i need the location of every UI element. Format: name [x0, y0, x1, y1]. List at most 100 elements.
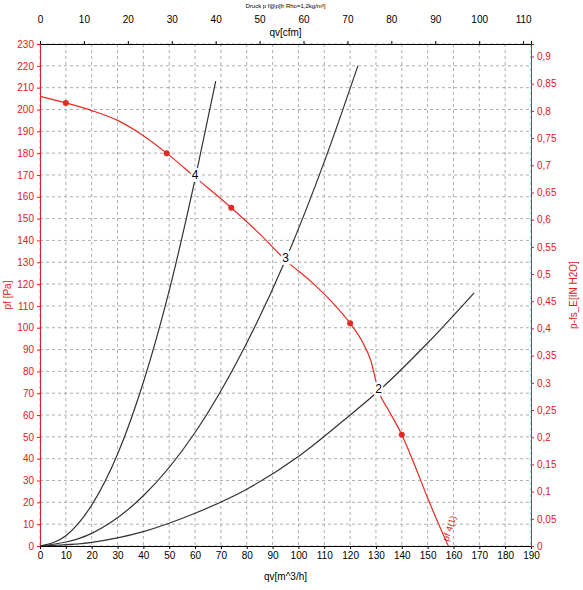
tick: 30: [112, 546, 124, 561]
tick: 60: [190, 546, 202, 561]
tick: 150: [420, 546, 437, 561]
grid-line-y: [40, 502, 531, 503]
tick-label: 140: [394, 550, 411, 561]
grid: [40, 44, 531, 546]
tick-mark: [531, 138, 534, 139]
tick-label: 30: [167, 14, 179, 25]
grid-line-y: [40, 109, 531, 110]
tick-mark: [531, 437, 534, 438]
tick: 70: [342, 14, 354, 44]
plot-root: 0102030405060708090100110120130140150160…: [17, 14, 557, 561]
tick: 0: [38, 546, 44, 561]
axis-line: [41, 41, 532, 45]
tick: 30: [167, 14, 179, 44]
tick-mark: [531, 111, 534, 112]
tick-label: 70: [342, 14, 354, 25]
grid-line-x: [298, 44, 299, 546]
tick: 10: [23, 519, 40, 530]
curve: [40, 66, 358, 546]
tick-label: 190: [17, 126, 34, 137]
tick-label: 0,5: [537, 269, 551, 280]
curve-label: pf 4(1): [441, 514, 459, 542]
tick-label: 0,85: [537, 78, 557, 89]
tick: 130: [368, 546, 385, 561]
tick-mark: [376, 546, 377, 549]
point-label: 2: [375, 382, 382, 396]
tick-mark: [216, 41, 217, 44]
annotations: 432pf 4(1): [191, 168, 459, 542]
tick-mark: [37, 219, 40, 220]
tick: 150: [17, 213, 40, 224]
chart: 0102030405060708090100110120130140150160…: [0, 0, 583, 590]
tick: 40: [23, 453, 40, 464]
x-axis-title: qv[m^3/h]: [264, 571, 307, 582]
grid-line-x: [427, 44, 428, 546]
tick-mark: [391, 41, 392, 44]
tick-mark: [118, 546, 119, 549]
tick-mark: [37, 175, 40, 176]
tick-label: 0,9: [537, 51, 551, 62]
tick-mark: [347, 41, 348, 44]
tick: 0,35: [531, 350, 557, 361]
curve: [40, 81, 216, 546]
tick: 80: [386, 14, 398, 44]
tick-mark: [37, 502, 40, 503]
tick-label: 80: [23, 366, 35, 377]
tick-mark: [531, 192, 534, 193]
grid-line-x: [117, 44, 118, 546]
tick-mark: [195, 546, 196, 549]
tick-label: 0,8: [537, 106, 551, 117]
point: [63, 100, 69, 106]
tick-label: 160: [17, 191, 34, 202]
tick-mark: [37, 197, 40, 198]
tick-label: 0,6: [537, 214, 551, 225]
label-patch: [191, 168, 200, 182]
x-axis: 0102030405060708090100110120130140150160…: [38, 546, 541, 561]
grid-line-x: [195, 44, 196, 546]
tick: 0,25: [531, 405, 557, 416]
grid-line-x: [220, 44, 221, 546]
grid-line-y: [40, 480, 531, 481]
tick-mark: [143, 546, 144, 549]
tick-mark: [531, 220, 534, 221]
tick-label: 100: [291, 550, 308, 561]
grid-line-y: [40, 458, 531, 459]
tick: 0,65: [531, 187, 557, 198]
tick-mark: [531, 274, 534, 275]
tick-label: 50: [255, 14, 267, 25]
tick: 140: [394, 546, 411, 561]
tick-mark: [531, 546, 534, 547]
tick: 40: [138, 546, 150, 561]
point: [164, 150, 170, 156]
tick: 120: [17, 279, 40, 290]
tick: 70: [23, 388, 40, 399]
tick-mark: [453, 546, 454, 549]
tick: 0,85: [531, 78, 557, 89]
tick-label: 170: [471, 550, 488, 561]
grid-line-x: [169, 44, 170, 546]
y-axis-title: pf [Pa]: [2, 280, 13, 309]
tick-mark: [531, 247, 534, 248]
tick-mark: [531, 328, 534, 329]
tick: 0,45: [531, 296, 557, 307]
tick: 0,55: [531, 242, 557, 253]
tick-label: 60: [190, 550, 202, 561]
tick-label: 160: [446, 550, 463, 561]
tick: 160: [446, 546, 463, 561]
tick-mark: [172, 41, 173, 44]
y-axis: 0102030405060708090100110120130140150160…: [17, 39, 40, 552]
y2-axis: 00,050,10,150,20,250,30,350,40,450,50,55…: [531, 45, 557, 552]
tick: 0,05: [531, 514, 557, 525]
tick: 30: [23, 475, 40, 486]
tick-label: 120: [17, 279, 34, 290]
tick: 100: [471, 14, 488, 44]
tick-label: 90: [23, 344, 35, 355]
tick-mark: [40, 41, 41, 44]
tick-mark: [37, 415, 40, 416]
grid-line-x: [401, 44, 402, 546]
tick-label: 40: [138, 550, 150, 561]
tick-label: 60: [23, 410, 35, 421]
tick-label: 0: [38, 550, 44, 561]
tick-label: 30: [112, 550, 124, 561]
tick-label: 50: [23, 432, 35, 443]
